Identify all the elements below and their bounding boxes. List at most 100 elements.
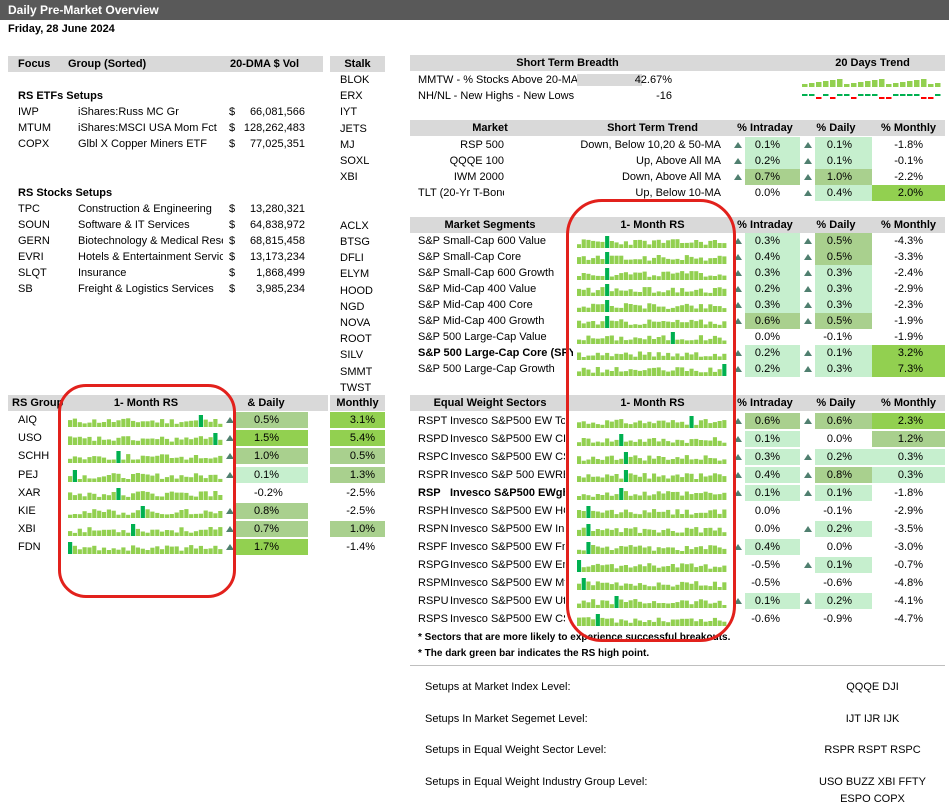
- sector-ticker[interactable]: RSPD: [418, 433, 449, 445]
- segment-name[interactable]: S&P Small-Cap Core: [418, 251, 522, 263]
- rs-bar: [675, 509, 680, 518]
- rs-group-ticker[interactable]: XAR: [18, 486, 41, 499]
- stalk-ticker[interactable]: IYT: [340, 106, 358, 119]
- stock-volume: 64,838,972: [249, 219, 305, 231]
- rs-bar: [684, 255, 689, 264]
- rs-bar: [708, 338, 713, 344]
- rs-bar: [689, 583, 694, 590]
- stock-ticker[interactable]: GERN: [18, 235, 50, 247]
- rs-bar: [712, 473, 717, 482]
- stalk-ticker[interactable]: HOOD: [340, 284, 373, 297]
- sector-ticker[interactable]: RSPN: [418, 523, 449, 535]
- rs-group-ticker[interactable]: AIQ: [18, 414, 37, 426]
- sector-ticker[interactable]: RSPF: [418, 541, 448, 553]
- rs-bar: [189, 532, 194, 537]
- sector-ticker[interactable]: RSPH: [418, 505, 449, 517]
- col-stalk: Stalk: [330, 56, 385, 72]
- segment-name[interactable]: S&P Mid-Cap 400 Value: [418, 283, 537, 295]
- rs-bar: [609, 618, 614, 626]
- rs-bar: [722, 548, 727, 554]
- segment-name[interactable]: S&P 500 Large-Cap Growth: [418, 363, 555, 375]
- etf-ticker[interactable]: COPX: [18, 138, 50, 150]
- rs-bar: [213, 457, 218, 464]
- sector-ticker[interactable]: RSPC: [418, 451, 449, 463]
- rs-high-bar: [586, 506, 591, 518]
- stalk-ticker[interactable]: BLOK: [340, 74, 370, 86]
- etf-ticker[interactable]: IWP: [18, 106, 39, 118]
- stalk-ticker[interactable]: TWST: [340, 381, 372, 394]
- rs-group-ticker[interactable]: PEJ: [18, 468, 39, 481]
- segment-monthly: -2.4%: [894, 267, 923, 279]
- rs-bar: [164, 545, 170, 555]
- rs-bar: [628, 495, 633, 500]
- stock-ticker[interactable]: TPC: [18, 203, 40, 215]
- stalk-ticker[interactable]: ROOT: [340, 333, 372, 346]
- stock-ticker[interactable]: SLQT: [18, 267, 47, 279]
- stalk-ticker[interactable]: SILV: [340, 349, 364, 362]
- sector-ticker[interactable]: RSPT: [418, 415, 448, 427]
- rs-group-ticker[interactable]: FDN: [18, 541, 41, 554]
- stalk-ticker[interactable]: JETS: [340, 122, 367, 135]
- trend-bar: [851, 97, 857, 99]
- rs-bar: [189, 495, 194, 500]
- up-triangle-icon: [734, 270, 742, 276]
- rs-bar: [656, 255, 661, 264]
- sector-ticker[interactable]: RSP: [418, 487, 441, 499]
- rs-bar: [698, 532, 703, 536]
- sector-ticker[interactable]: RSPG: [418, 559, 450, 571]
- trend-bar: [809, 94, 815, 96]
- sector-ticker[interactable]: RSPR: [418, 469, 449, 481]
- rs-bar: [203, 491, 208, 500]
- stalk-ticker[interactable]: XBI: [340, 171, 358, 184]
- rs-bar: [684, 455, 689, 464]
- rs-high-bar: [623, 452, 628, 464]
- segment-name[interactable]: S&P 500 Large-Cap Core (SPY: [418, 347, 573, 359]
- market-name[interactable]: IWM 2000: [453, 171, 504, 183]
- segment-name[interactable]: S&P Small-Cap 600 Growth: [418, 267, 555, 279]
- rs-bar: [680, 563, 685, 572]
- rs-bar: [619, 458, 624, 464]
- market-name[interactable]: TLT (20-Yr T-Bond): [418, 187, 504, 199]
- stock-ticker[interactable]: SOUN: [18, 219, 50, 231]
- rs-bar: [169, 474, 174, 482]
- rs-bar: [661, 321, 666, 328]
- sector-ticker[interactable]: RSPM: [418, 577, 450, 589]
- segment-name[interactable]: S&P Small-Cap 600 Value: [418, 235, 546, 247]
- stalk-ticker[interactable]: MJ: [340, 138, 355, 151]
- segment-name[interactable]: S&P 500 Large-Cap Value: [418, 331, 547, 343]
- stalk-ticker[interactable]: NOVA: [340, 317, 371, 329]
- breadth-value: 42.67%: [634, 74, 672, 86]
- rs-bar: [586, 423, 591, 428]
- rs-bar: [577, 307, 582, 312]
- sector-ticker[interactable]: RSPS: [418, 613, 448, 625]
- stalk-ticker[interactable]: ACLX: [340, 219, 369, 232]
- rs-group-ticker[interactable]: KIE: [18, 505, 36, 517]
- stock-ticker[interactable]: EVRI: [18, 251, 44, 263]
- stalk-ticker[interactable]: SOXL: [340, 155, 370, 167]
- rs-bar: [717, 337, 722, 344]
- segment-name[interactable]: S&P Mid-Cap 400 Growth: [418, 315, 545, 327]
- stalk-ticker[interactable]: DFLI: [340, 252, 364, 265]
- market-name[interactable]: RSP 500: [460, 139, 504, 151]
- etf-ticker[interactable]: MTUM: [18, 122, 51, 134]
- stalk-ticker[interactable]: ERX: [340, 90, 363, 103]
- rs-group-ticker[interactable]: XBI: [18, 523, 36, 536]
- rs-group-ticker[interactable]: USO: [18, 432, 42, 445]
- sector-ticker[interactable]: RSPU: [418, 595, 449, 607]
- rs-bar: [116, 514, 121, 518]
- rs-bar: [722, 492, 727, 500]
- rs-bar: [164, 439, 170, 446]
- stalk-ticker[interactable]: SMMT: [340, 365, 373, 378]
- rs-bar: [101, 493, 107, 500]
- rs-group-ticker[interactable]: SCHH: [18, 450, 50, 463]
- breadth-trend-sparkline: [802, 79, 941, 87]
- stock-section-title: RS Stocks Setups: [18, 187, 113, 199]
- segment-name[interactable]: S&P Mid-Cap 400 Core: [418, 299, 533, 311]
- rs-high-bar: [586, 542, 591, 554]
- rs-bar: [656, 306, 661, 312]
- market-name[interactable]: QQQE 100: [449, 155, 504, 167]
- stalk-ticker[interactable]: NGD: [340, 300, 365, 313]
- stock-ticker[interactable]: SB: [18, 283, 33, 295]
- stalk-ticker[interactable]: BTSG: [340, 236, 370, 248]
- stalk-ticker[interactable]: ELYM: [340, 268, 370, 281]
